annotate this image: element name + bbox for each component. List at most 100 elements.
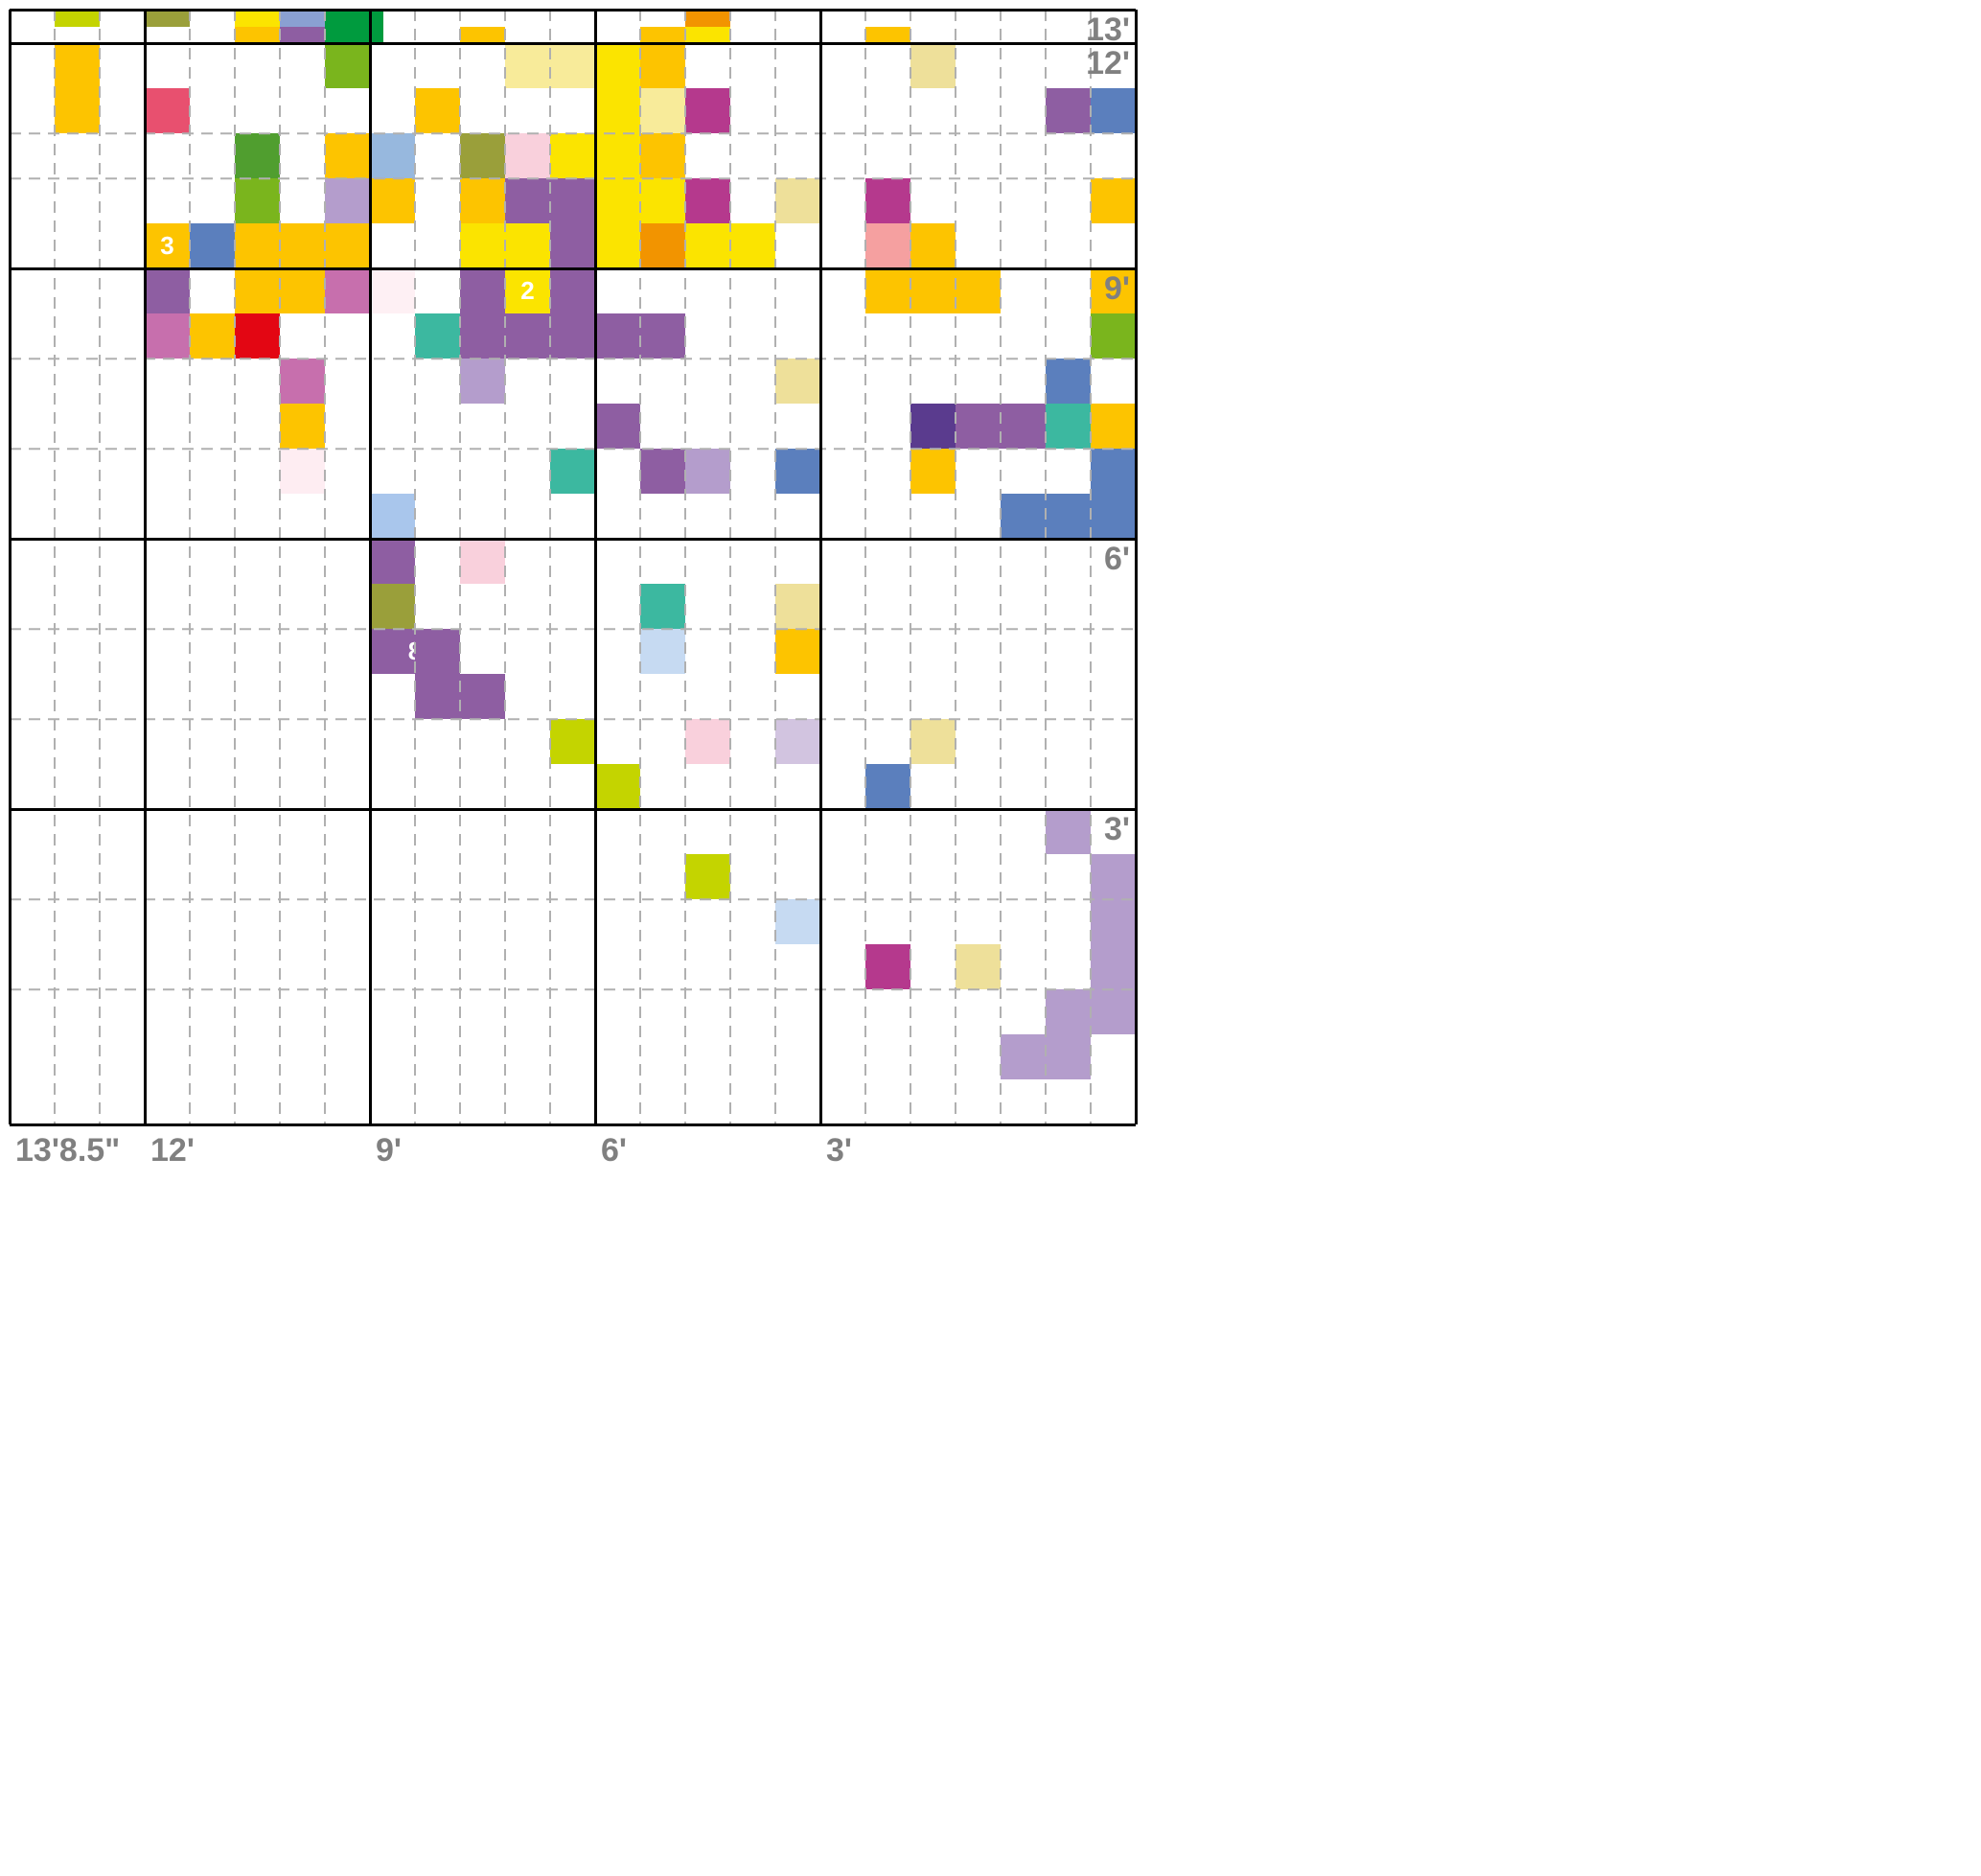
data-cell <box>325 10 383 43</box>
data-cell <box>1001 494 1046 539</box>
data-cell <box>685 719 730 764</box>
data-cell <box>325 178 370 223</box>
data-cell <box>1091 494 1136 539</box>
data-cell <box>685 10 730 27</box>
data-cell <box>55 10 100 27</box>
data-cell <box>640 27 685 44</box>
data-cell <box>550 719 595 764</box>
data-cell <box>595 313 640 359</box>
axis-label-bottom: 3' <box>826 1132 852 1170</box>
data-cell <box>640 133 685 178</box>
data-cell <box>190 313 235 359</box>
data-cell <box>1091 313 1136 359</box>
data-cell <box>1091 449 1136 494</box>
data-cell <box>505 178 550 223</box>
data-cell <box>595 764 640 809</box>
data-cell <box>1001 1034 1046 1079</box>
data-cell <box>865 223 910 268</box>
data-cell <box>865 27 910 44</box>
data-cell <box>910 404 956 449</box>
data-cell <box>550 178 595 223</box>
data-cell <box>325 43 370 88</box>
data-cell <box>910 223 956 268</box>
data-cell <box>1091 88 1136 133</box>
data-cell <box>145 88 190 133</box>
data-cell <box>956 268 1001 313</box>
data-cell <box>505 133 550 178</box>
data-cell <box>280 268 325 313</box>
cell-number-label: 2 <box>505 268 550 313</box>
data-cell <box>956 944 1001 989</box>
data-cell <box>595 223 640 268</box>
data-cell <box>145 268 190 313</box>
data-cell <box>370 584 415 629</box>
data-cell <box>595 88 640 133</box>
data-cell <box>865 944 910 989</box>
axis-label-bottom: 9' <box>376 1132 402 1170</box>
data-cell <box>640 223 685 268</box>
data-cell <box>415 674 460 719</box>
data-cell <box>460 223 505 268</box>
data-cell <box>280 449 325 494</box>
axis-label-right: 3' <box>1104 811 1130 848</box>
data-cell <box>1091 989 1136 1034</box>
data-cell <box>460 674 505 719</box>
data-cell <box>325 223 370 268</box>
data-cell <box>460 313 505 359</box>
data-cell <box>775 359 820 404</box>
data-cell <box>550 313 595 359</box>
data-cell <box>910 719 956 764</box>
data-cell <box>685 27 730 44</box>
data-cell <box>370 268 415 313</box>
data-cell <box>640 449 685 494</box>
data-cell <box>370 539 415 584</box>
data-cell <box>640 584 685 629</box>
axis-label-right: 13' <box>1086 12 1130 49</box>
data-cell <box>55 43 100 88</box>
data-cell <box>550 223 595 268</box>
data-cell <box>595 133 640 178</box>
data-cell <box>685 178 730 223</box>
axis-label-right: 12' <box>1086 45 1130 82</box>
data-cell <box>1091 944 1136 989</box>
data-cell <box>550 133 595 178</box>
data-cell <box>685 223 730 268</box>
data-cell <box>775 629 820 674</box>
data-cell <box>595 43 640 88</box>
data-cell <box>280 10 325 27</box>
data-cell <box>325 268 370 313</box>
data-cell <box>370 494 415 539</box>
data-cell <box>1091 178 1136 223</box>
data-cell <box>640 178 685 223</box>
data-cell <box>280 404 325 449</box>
data-cell <box>325 133 370 178</box>
data-cell <box>55 88 100 133</box>
data-cell <box>1046 88 1091 133</box>
data-cell <box>775 899 820 944</box>
data-cell <box>505 223 550 268</box>
data-cell <box>280 359 325 404</box>
data-cell <box>910 43 956 88</box>
data-cell <box>145 313 190 359</box>
axis-label-right: 9' <box>1104 270 1130 308</box>
data-cell <box>1046 494 1091 539</box>
data-cell <box>640 629 685 674</box>
data-cell <box>1091 899 1136 944</box>
axis-label-bottom: 13'8.5" <box>15 1132 120 1170</box>
data-cell <box>865 268 910 313</box>
data-cell <box>956 404 1001 449</box>
data-cell <box>865 764 910 809</box>
data-cell <box>235 223 280 268</box>
data-cell <box>460 133 505 178</box>
data-cell <box>460 178 505 223</box>
data-cell <box>910 268 956 313</box>
scatter-grid: 32813'8.5"12'9'6'3'13'12'9'6'3' <box>10 10 1136 1172</box>
data-cell <box>190 223 235 268</box>
data-cell <box>235 27 280 44</box>
data-cell <box>415 313 460 359</box>
data-cell <box>685 88 730 133</box>
data-cell <box>235 133 280 178</box>
data-cell <box>1091 404 1136 449</box>
data-cell <box>1091 854 1136 899</box>
data-cell <box>595 404 640 449</box>
